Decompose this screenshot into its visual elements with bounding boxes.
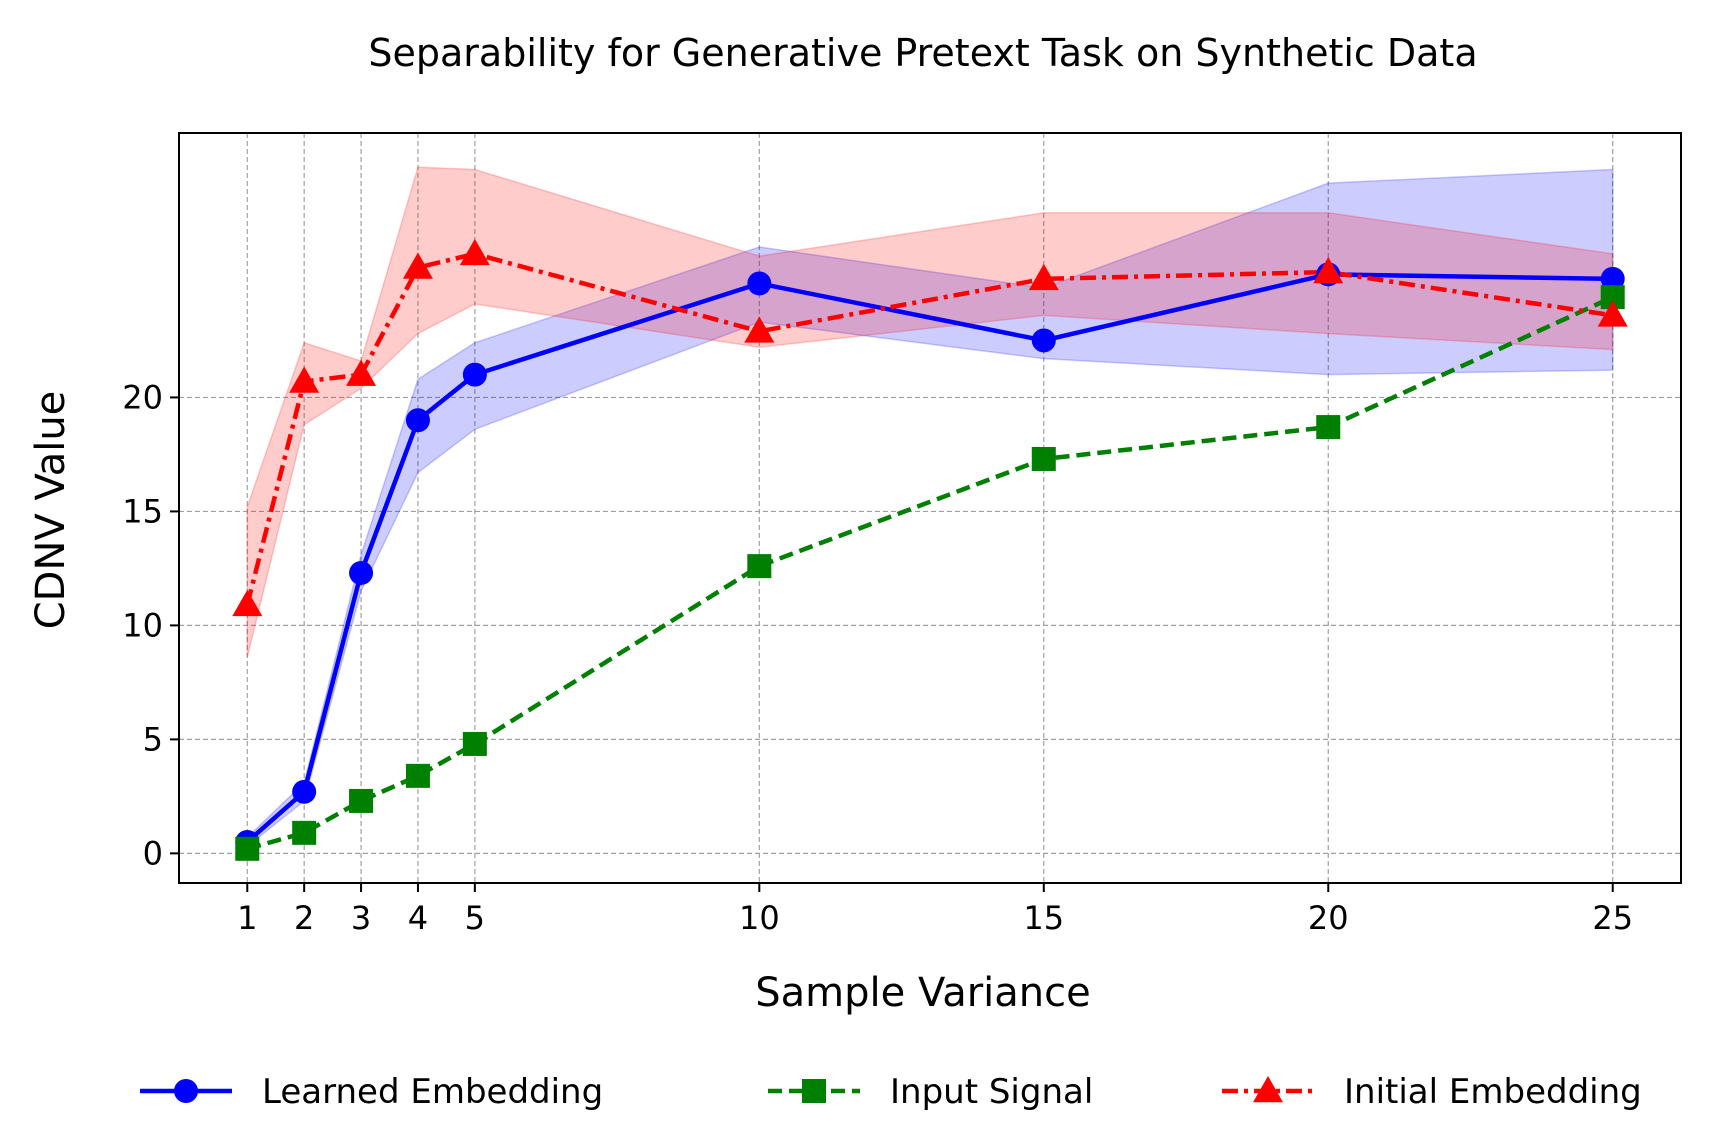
data-point	[349, 560, 374, 585]
x-tick-label: 4	[408, 899, 428, 937]
data-point	[292, 779, 317, 804]
y-tick-label: 5	[143, 720, 163, 758]
data-point	[1597, 300, 1628, 327]
y-axis-label: CDNV Value	[28, 391, 74, 630]
series-markers	[232, 238, 1628, 861]
data-point	[405, 408, 430, 433]
data-point	[747, 554, 772, 579]
x-tick-label: 25	[1592, 899, 1633, 937]
data-point	[744, 316, 775, 343]
x-tick-label: 1	[237, 899, 257, 937]
data-point	[402, 252, 433, 279]
data-point	[1253, 1076, 1283, 1103]
data-point	[1028, 263, 1059, 291]
data-point	[1031, 328, 1056, 353]
series-line	[245, 251, 1614, 606]
plot-frame	[178, 132, 1682, 884]
y-tick-label: 0	[143, 834, 163, 872]
data-point	[1031, 446, 1056, 471]
data-point	[349, 788, 374, 813]
data-point	[174, 1079, 198, 1103]
x-tick-label: 20	[1308, 899, 1349, 937]
data-point	[235, 836, 260, 861]
chart-title: Separability for Generative Pretext Task…	[368, 31, 1477, 75]
data-point	[292, 820, 317, 845]
data-point	[346, 359, 377, 386]
y-tick-label: 20	[122, 378, 163, 416]
data-point	[1313, 257, 1344, 284]
legend-label: Learned Embedding	[262, 1072, 603, 1112]
data-point	[1600, 266, 1625, 291]
x-tick-label: 15	[1023, 899, 1064, 937]
data-point	[232, 589, 263, 617]
data-point	[462, 731, 487, 756]
x-axis-label: Sample Variance	[755, 970, 1091, 1016]
x-tick-label: 3	[351, 899, 371, 937]
series-line	[246, 295, 1614, 851]
legend-label: Initial Embedding	[1344, 1072, 1642, 1112]
legend: Learned Embedding Input Signal Initial Emb…	[140, 1072, 1642, 1112]
data-point	[747, 271, 772, 296]
data-point	[1316, 415, 1341, 440]
legend-label: Input Signal	[890, 1072, 1093, 1112]
data-point	[802, 1079, 826, 1103]
data-point	[289, 366, 320, 393]
x-tick-label: 10	[739, 899, 780, 937]
data-point	[459, 238, 490, 266]
data-point	[462, 362, 487, 387]
x-tick-label: 5	[465, 899, 485, 937]
x-tick-label: 2	[294, 899, 314, 937]
data-point	[405, 763, 430, 788]
y-tick-label: 15	[122, 492, 163, 530]
y-tick-label: 10	[122, 606, 163, 644]
